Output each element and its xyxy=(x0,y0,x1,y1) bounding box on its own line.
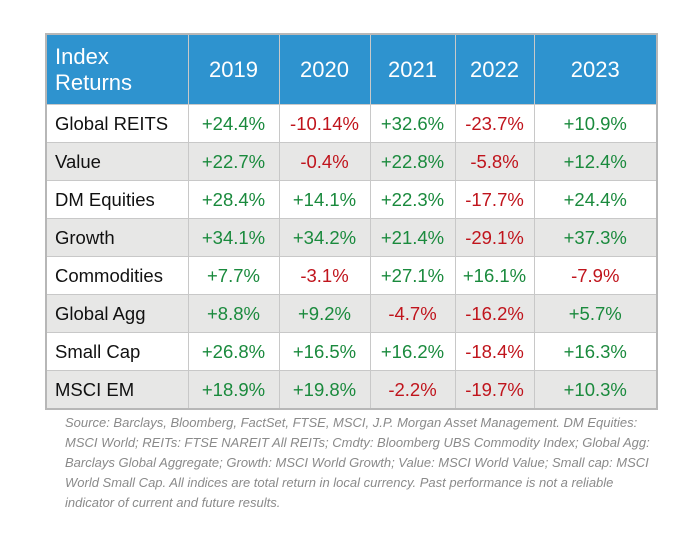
header-year-2021: 2021 xyxy=(369,33,456,105)
return-cell: +8.8% xyxy=(187,294,280,333)
header-label: Index Returns xyxy=(45,33,189,105)
return-cell: +16.2% xyxy=(369,332,456,371)
index-returns-table: Index Returns 2019 2020 2021 2022 2023 G… xyxy=(45,33,658,410)
return-cell: +22.7% xyxy=(187,142,280,181)
return-cell: +16.5% xyxy=(278,332,371,371)
return-cell: -18.4% xyxy=(454,332,535,371)
return-cell: +14.1% xyxy=(278,180,371,219)
header-year-2023: 2023 xyxy=(533,33,658,105)
table-row: Global Agg +8.8% +9.2% -4.7% -16.2% +5.7% xyxy=(45,294,658,333)
row-label: MSCI EM xyxy=(45,370,189,410)
table-row: Small Cap +26.8% +16.5% +16.2% -18.4% +16.3% xyxy=(45,332,658,371)
return-cell: -7.9% xyxy=(533,256,658,295)
return-cell: +24.4% xyxy=(533,180,658,219)
return-cell: +5.7% xyxy=(533,294,658,333)
row-label: Value xyxy=(45,142,189,181)
return-cell: -0.4% xyxy=(278,142,371,181)
return-cell: +22.8% xyxy=(369,142,456,181)
table-row: Value +22.7% -0.4% +22.8% -5.8% +12.4% xyxy=(45,142,658,181)
return-cell: +16.1% xyxy=(454,256,535,295)
header-year-2022: 2022 xyxy=(454,33,535,105)
source-note: Source: Barclays, Bloomberg, FactSet, FT… xyxy=(65,415,650,510)
return-cell: +37.3% xyxy=(533,218,658,257)
return-cell: +19.8% xyxy=(278,370,371,410)
table-body: Global REITS +24.4% -10.14% +32.6% -23.7% +10… xyxy=(45,104,658,410)
table-row: Commodities +7.7% -3.1% +27.1% +16.1% -7.9% xyxy=(45,256,658,295)
return-cell: -5.8% xyxy=(454,142,535,181)
return-cell: -4.7% xyxy=(369,294,456,333)
return-cell: +27.1% xyxy=(369,256,456,295)
return-cell: +10.3% xyxy=(533,370,658,410)
header-row: Index Returns 2019 2020 2021 2022 2023 xyxy=(45,33,658,105)
header-year-2020: 2020 xyxy=(278,33,371,105)
return-cell: +7.7% xyxy=(187,256,280,295)
return-cell: -17.7% xyxy=(454,180,535,219)
header-year-2019: 2019 xyxy=(187,33,280,105)
return-cell: +26.8% xyxy=(187,332,280,371)
row-label: Growth xyxy=(45,218,189,257)
return-cell: -19.7% xyxy=(454,370,535,410)
return-cell: +10.9% xyxy=(533,104,658,143)
return-cell: -3.1% xyxy=(278,256,371,295)
return-cell: +12.4% xyxy=(533,142,658,181)
table-row: Global REITS +24.4% -10.14% +32.6% -23.7% +10… xyxy=(45,104,658,143)
return-cell: +34.2% xyxy=(278,218,371,257)
table-row: DM Equities +28.4% +14.1% +22.3% -17.7% +24.4… xyxy=(45,180,658,219)
return-cell: +22.3% xyxy=(369,180,456,219)
return-cell: -23.7% xyxy=(454,104,535,143)
row-label: Global REITS xyxy=(45,104,189,143)
return-cell: -2.2% xyxy=(369,370,456,410)
return-cell: +16.3% xyxy=(533,332,658,371)
table-row: MSCI EM +18.9% +19.8% -2.2% -19.7% +10.3% xyxy=(45,370,658,410)
row-label: Global Agg xyxy=(45,294,189,333)
row-label: Small Cap xyxy=(45,332,189,371)
return-cell: -29.1% xyxy=(454,218,535,257)
return-cell: +32.6% xyxy=(369,104,456,143)
return-cell: +28.4% xyxy=(187,180,280,219)
return-cell: +9.2% xyxy=(278,294,371,333)
row-label: DM Equities xyxy=(45,180,189,219)
return-cell: +24.4% xyxy=(187,104,280,143)
return-cell: -10.14% xyxy=(278,104,371,143)
return-cell: +18.9% xyxy=(187,370,280,410)
return-cell: +21.4% xyxy=(369,218,456,257)
table-row: Growth +34.1% +34.2% +21.4% -29.1% +37.3% xyxy=(45,218,658,257)
return-cell: +34.1% xyxy=(187,218,280,257)
row-label: Commodities xyxy=(45,256,189,295)
return-cell: -16.2% xyxy=(454,294,535,333)
